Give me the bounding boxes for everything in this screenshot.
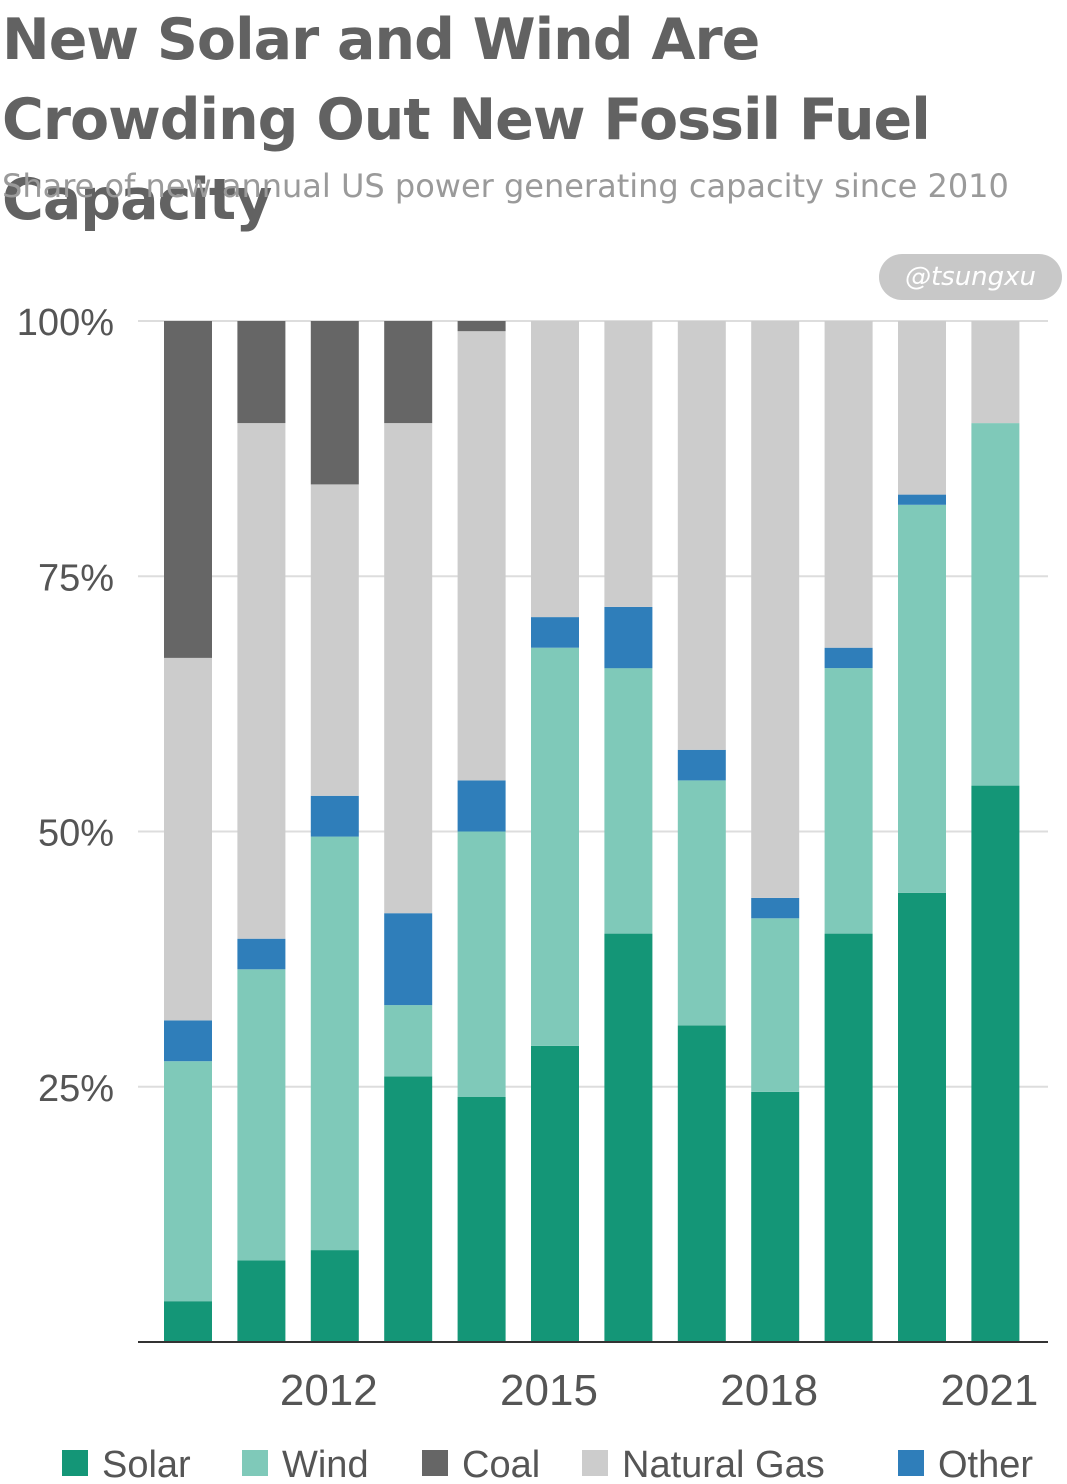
bar-other-2014 [457,780,506,832]
bar-natural-gas-2012 [310,484,359,796]
bar-solar-2016 [604,933,653,1342]
bar-solar-2019 [824,933,873,1342]
x-tick-label-2018: 2018 [720,1366,818,1415]
bar-other-2016 [604,606,653,669]
grid-lines [138,320,1048,1088]
bar-other-2020 [898,494,946,505]
bar-natural-gas-2010 [164,657,212,1021]
bar-natural-gas-2018 [751,321,800,898]
x-tick-label-2015: 2015 [500,1366,598,1415]
bar-other-2011 [237,938,286,970]
x-axis-ticks: 2012 2015 2018 2021 [280,1366,1038,1415]
bar-other-2018 [751,897,800,919]
bar-solar-2011 [237,1260,286,1342]
chart-subtitle: Share of new annual US power generating … [2,167,1009,205]
bar-wind-2016 [604,668,653,934]
bar-coal-2010 [164,321,212,658]
bar-other-2013 [384,913,433,1006]
x-tick-label-2012: 2012 [280,1366,378,1415]
legend-label-natural-gas: Natural Gas [622,1444,825,1484]
bars-group [164,321,1020,1342]
legend-label-solar: Solar [102,1444,191,1484]
bar-wind-2020 [898,504,946,893]
bar-natural-gas-2016 [604,321,653,607]
bar-natural-gas-2020 [898,321,946,495]
bar-natural-gas-2017 [677,321,726,750]
bar-coal-2012 [310,321,359,485]
bar-solar-2014 [457,1097,506,1342]
legend: Solar Wind Coal Natural Gas Other [62,1444,1033,1484]
legend-label-wind: Wind [282,1444,369,1484]
author-watermark: @tsungxu [879,254,1062,300]
legend-item-wind: Wind [242,1444,369,1484]
bar-solar-2020 [898,892,946,1342]
bar-natural-gas-2013 [384,423,433,914]
bar-other-2015 [531,617,579,648]
bar-other-2010 [164,1020,212,1062]
bar-solar-2012 [310,1250,359,1342]
bar-solar-2015 [531,1045,579,1342]
y-tick-label-100pct: 100% [17,302,114,344]
bar-natural-gas-2014 [457,331,506,781]
bar-natural-gas-2021 [971,321,1020,424]
legend-swatch-solar [62,1450,88,1476]
legend-item-other: Other [898,1444,1033,1484]
bar-wind-2010 [164,1061,212,1302]
y-tick-label-75pct: 75% [38,557,114,599]
bar-coal-2013 [384,321,433,424]
bar-coal-2011 [237,321,286,424]
y-tick-label-25pct: 25% [38,1068,114,1110]
legend-item-natural-gas: Natural Gas [582,1444,825,1484]
bar-wind-2015 [531,647,579,1046]
bar-wind-2013 [384,1005,433,1077]
bar-wind-2017 [677,780,726,1026]
legend-swatch-natural-gas [582,1450,608,1476]
legend-label-coal: Coal [462,1444,540,1484]
bar-solar-2021 [971,785,1020,1342]
bar-wind-2011 [237,969,286,1261]
y-axis-ticks: 25% 50% 75% 100% [17,302,114,1110]
bar-other-2012 [310,795,359,837]
x-tick-label-2021: 2021 [940,1366,1038,1415]
bar-coal-2014 [457,321,506,332]
bar-solar-2017 [677,1025,726,1342]
legend-swatch-coal [422,1450,448,1476]
bar-wind-2012 [310,836,359,1251]
bar-wind-2019 [824,668,873,934]
legend-item-solar: Solar [62,1444,191,1484]
bar-natural-gas-2019 [824,321,873,648]
legend-label-other: Other [938,1444,1033,1484]
legend-swatch-wind [242,1450,268,1476]
legend-swatch-other [898,1450,924,1476]
bar-solar-2010 [164,1301,212,1342]
bar-other-2019 [824,647,873,669]
bar-solar-2018 [751,1091,800,1342]
bar-natural-gas-2015 [531,321,579,618]
bar-solar-2013 [384,1076,433,1342]
bar-wind-2014 [457,831,506,1097]
bar-wind-2021 [971,423,1020,786]
legend-item-coal: Coal [422,1444,540,1484]
bar-wind-2018 [751,918,800,1092]
y-tick-label-50pct: 50% [38,813,114,855]
bar-other-2017 [677,749,726,781]
bar-natural-gas-2011 [237,423,286,939]
chart-title: New Solar and Wind Are Crowding Out New … [2,7,931,233]
